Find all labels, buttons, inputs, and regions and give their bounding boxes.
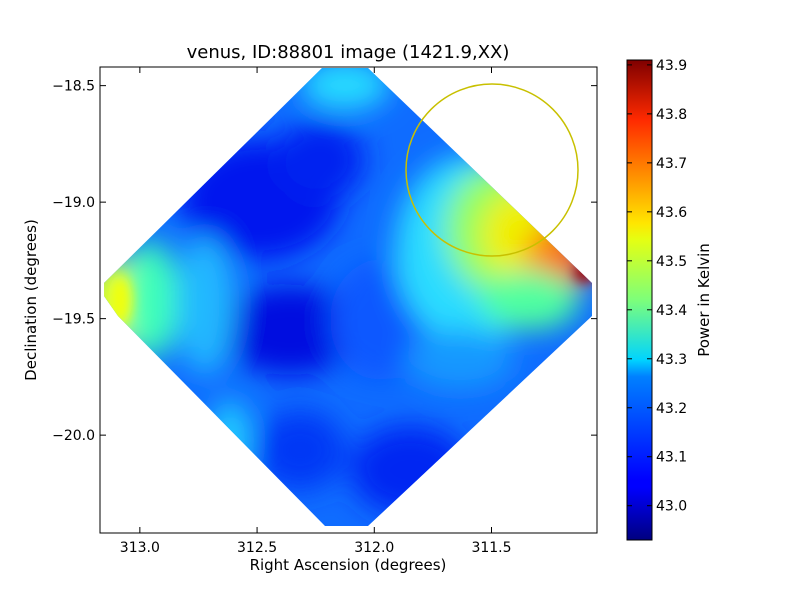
chart-title: venus, ID:88801 image (1421.9,XX)	[187, 42, 510, 63]
x-tick-label: 312.0	[354, 540, 394, 556]
colorbar-ticks: 43.0 43.1 43.2 43.3 43.4 43.5 43.6 43.7 43.8 43.9	[627, 58, 687, 515]
y-tick-label: −20.0	[52, 428, 95, 444]
colorbar-tick-label: 43.5	[656, 254, 687, 270]
x-tick-label: 311.5	[471, 540, 511, 556]
x-tick-label: 313.0	[120, 540, 160, 556]
y-tick-label: −19.5	[52, 312, 95, 328]
colorbar-tick-label: 43.8	[656, 107, 687, 123]
colorbar-tick-label: 43.9	[656, 58, 687, 74]
y-axis-label: Declination (degrees)	[22, 219, 40, 381]
x-axis-label: Right Ascension (degrees)	[250, 556, 447, 574]
x-tick-label: 312.5	[237, 540, 277, 556]
colorbar-label: Power in Kelvin	[695, 243, 713, 357]
plot-frame	[99, 66, 598, 534]
colorbar-tick-label: 43.0	[656, 499, 687, 515]
colorbar	[626, 59, 653, 541]
heatmap-image	[104, 68, 592, 526]
colorbar-tick-label: 43.7	[656, 156, 687, 172]
y-axis-ticks: −18.5 −19.0 −19.5 −20.0	[52, 79, 597, 444]
y-tick-label: −19.0	[52, 195, 95, 211]
x-axis-ticks: 313.0 312.5 312.0 311.5	[120, 67, 512, 556]
y-tick-label: −18.5	[52, 79, 95, 95]
colorbar-tick-label: 43.6	[656, 205, 687, 221]
colorbar-tick-label: 43.1	[656, 450, 687, 466]
beam-circle	[405, 83, 579, 257]
colorbar-tick-label: 43.2	[656, 401, 687, 417]
colorbar-tick-label: 43.3	[656, 352, 687, 368]
colorbar-tick-label: 43.4	[656, 303, 687, 319]
